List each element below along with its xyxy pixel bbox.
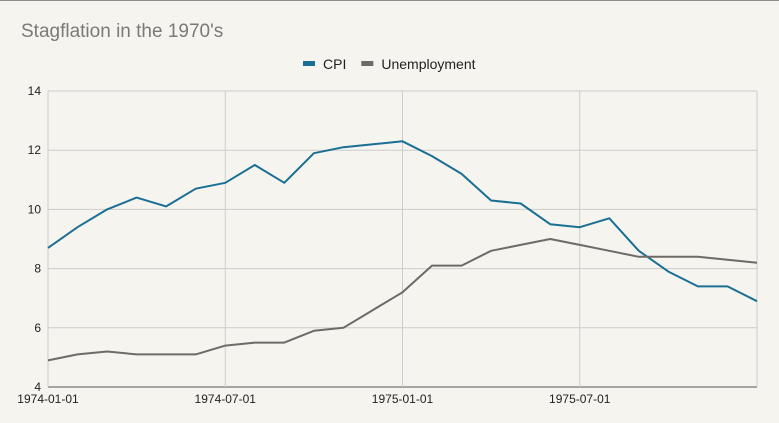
x-tick-label: 1975-01-01 xyxy=(372,392,434,406)
x-tick-label: 1975-07-01 xyxy=(549,392,611,406)
y-tick-label: 10 xyxy=(28,202,42,216)
series-lines xyxy=(47,140,758,362)
legend: CPI Unemployment xyxy=(303,56,476,72)
legend-swatch xyxy=(303,61,315,66)
y-tick-label: 8 xyxy=(34,262,41,276)
legend-label: CPI xyxy=(323,56,346,72)
grid-lines xyxy=(47,90,758,388)
x-tick-label: 1974-07-01 xyxy=(195,392,257,406)
legend-label: Unemployment xyxy=(381,56,475,72)
chart-title: Stagflation in the 1970's xyxy=(21,21,224,42)
legend-swatch xyxy=(361,61,374,66)
series-line-unemployment xyxy=(47,238,758,362)
y-tick-label: 14 xyxy=(28,84,42,98)
x-tick-label: 1974-01-01 xyxy=(17,392,79,406)
series-line-cpi xyxy=(47,140,758,303)
y-tick-label: 6 xyxy=(34,321,41,335)
axis-labels: 4 6 8 10 12 14 1974-01-01 1974-07-01 1975-01-01 1… xyxy=(17,84,610,406)
y-tick-label: 12 xyxy=(28,143,42,157)
y-tick-label: 4 xyxy=(34,380,41,394)
